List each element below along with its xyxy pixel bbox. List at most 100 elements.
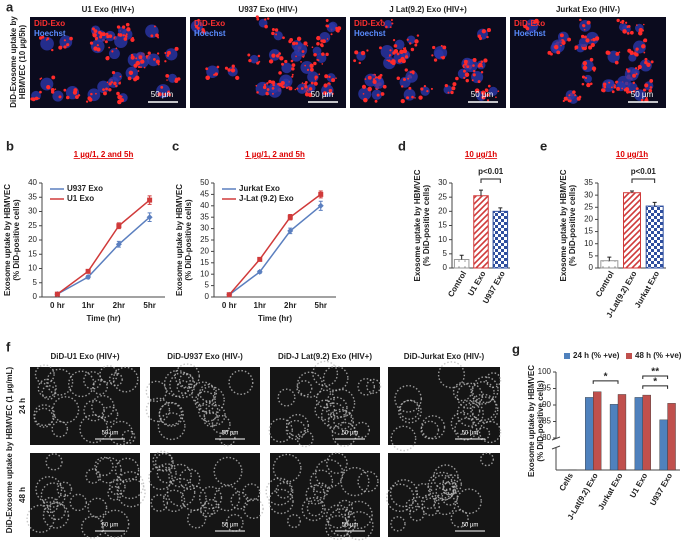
exosome-signal: [90, 92, 93, 96]
exosome-signal: [116, 25, 121, 29]
nucleus: [300, 60, 314, 74]
exosome-signal: [389, 26, 392, 29]
cell-outline: [174, 363, 200, 389]
exosome-signal: [104, 40, 108, 44]
exosome-signal: [235, 75, 240, 80]
cell-outline: [225, 513, 244, 532]
cell-outline: [394, 384, 422, 413]
significance-bracket: [592, 380, 619, 384]
exosome-signal: [205, 75, 210, 81]
cell-outline: [42, 496, 59, 513]
exosome-signal: [288, 86, 293, 91]
cell-outline: [420, 415, 446, 440]
y-axis-label: (% DiD-positive cells): [422, 184, 431, 266]
y-tick-label: 30: [28, 207, 37, 216]
exosome-signal: [623, 88, 627, 92]
cell-outline: [213, 484, 241, 512]
exosome-signal: [644, 57, 648, 61]
significance-bracket: [642, 375, 669, 379]
cell-outline: [198, 486, 223, 510]
exosome-signal: [486, 99, 490, 102]
cell-outline: [196, 386, 225, 415]
exosome-signal: [257, 54, 261, 58]
scale-label: 50 µm: [311, 90, 334, 99]
exosome-signal: [290, 59, 294, 63]
exosome-signal: [574, 94, 577, 97]
annotation: *: [653, 377, 657, 388]
exosome-signal: [69, 36, 73, 41]
exosome-signal: [108, 82, 112, 86]
exosome-signal: [471, 79, 474, 82]
cell-outline: [158, 402, 183, 426]
exosome-signal: [387, 59, 391, 63]
exosome-signal: [402, 47, 405, 50]
exosome-signal: [480, 70, 484, 74]
stain-label: DiD-Exo: [354, 19, 385, 28]
cell-outline: [157, 412, 186, 441]
significance-bracket: [642, 385, 669, 389]
y-axis-label: (% DiD-positive cells): [536, 380, 545, 462]
series-line: [228, 193, 322, 296]
exosome-signal: [54, 88, 57, 90]
nucleus: [443, 85, 453, 95]
exosome-signal: [363, 99, 367, 102]
exosome-signal: [295, 55, 297, 58]
cell-outline: [211, 414, 231, 434]
exosome-signal: [619, 21, 622, 24]
exosome-signal: [289, 38, 294, 42]
exosome-signal: [621, 87, 624, 90]
cell-outline: [275, 482, 293, 499]
cell-outline: [180, 485, 207, 512]
exosome-signal: [385, 25, 388, 29]
exosome-signal: [40, 77, 43, 80]
exosome-signal: [589, 57, 594, 62]
exosome-signal: [480, 60, 484, 63]
exosome-signal: [613, 86, 617, 89]
exosome-signal: [272, 92, 274, 95]
exosome-signal: [644, 83, 649, 88]
exosome-signal: [635, 72, 638, 75]
exosome-signal: [116, 91, 120, 96]
cell-outline: [46, 368, 74, 396]
nucleus: [581, 59, 594, 73]
bar: [634, 397, 644, 471]
exosome-signal: [582, 65, 588, 71]
exosome-signal: [563, 96, 568, 101]
exosome-signal: [295, 41, 299, 45]
exosome-signal: [486, 93, 490, 97]
cell-outline: [430, 474, 455, 499]
cell-outline: [325, 396, 348, 419]
exosome-signal: [52, 89, 55, 92]
exosome-signal: [92, 32, 97, 38]
cell-outline: [100, 509, 130, 539]
exosome-signal: [626, 90, 630, 94]
legend-label: J-Lat (9.2) Exo: [239, 194, 294, 203]
y-tick-label: 40: [28, 178, 37, 187]
marker: [54, 291, 60, 297]
annotation: **: [651, 367, 659, 378]
exosome-signal: [414, 39, 419, 44]
cell-outline: [442, 481, 456, 496]
nucleus: [634, 89, 646, 101]
exosome-signal: [108, 88, 112, 92]
exosome-signal: [418, 95, 423, 100]
exosome-signal: [306, 68, 310, 71]
exosome-signal: [230, 68, 236, 73]
exosome-signal: [625, 68, 628, 71]
cell-outline: [166, 478, 196, 507]
exosome-signal: [402, 78, 406, 82]
exosome-signal: [99, 35, 103, 39]
y-tick-label: 95: [542, 384, 551, 393]
cell-outline: [56, 481, 73, 498]
exosome-signal: [321, 63, 324, 65]
cell-outline: [203, 498, 220, 515]
exosome-signal: [637, 64, 642, 70]
panel-label: d: [398, 138, 406, 153]
y-tick-label: 20: [200, 247, 209, 256]
bar: [645, 205, 664, 269]
exosome-signal: [262, 85, 267, 90]
exosome-signal: [567, 37, 571, 42]
nucleus: [639, 59, 652, 72]
exosome-signal: [309, 63, 314, 68]
exosome-signal: [590, 42, 595, 48]
